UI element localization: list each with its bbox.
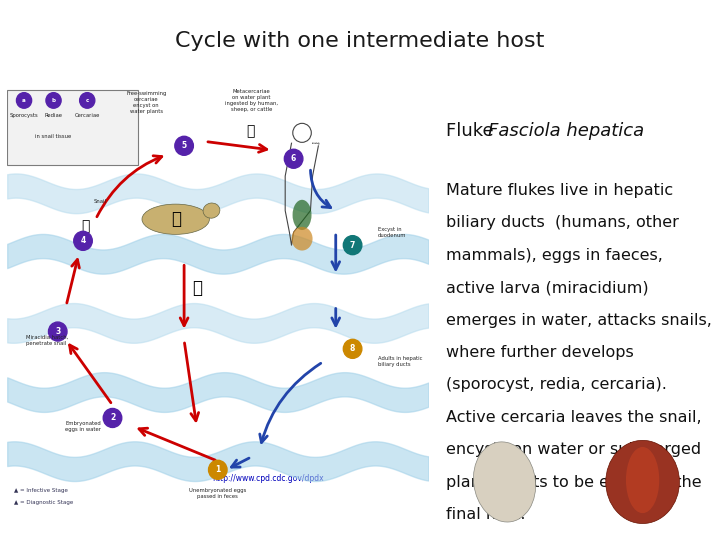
Text: (sporocyst, redia, cercaria).: (sporocyst, redia, cercaria). — [446, 377, 667, 393]
Circle shape — [103, 408, 122, 428]
Text: Embryonated
eggs in water: Embryonated eggs in water — [65, 421, 101, 432]
Circle shape — [46, 93, 61, 108]
Text: ▲ = Diagnostic Stage: ▲ = Diagnostic Stage — [14, 500, 73, 505]
Circle shape — [209, 460, 227, 480]
Text: 🐑: 🐑 — [192, 279, 202, 298]
Text: Miracidia hatch,
penetrate snail: Miracidia hatch, penetrate snail — [26, 335, 68, 346]
Text: Rediae: Rediae — [45, 113, 63, 118]
Circle shape — [73, 231, 92, 251]
Text: Cycle with one intermediate host: Cycle with one intermediate host — [175, 31, 545, 51]
Text: b: b — [52, 98, 55, 103]
Text: 2: 2 — [110, 414, 115, 422]
Text: a: a — [22, 98, 26, 103]
Text: Snail: Snail — [94, 199, 107, 205]
Circle shape — [284, 149, 303, 168]
Text: Unembryonated eggs
passed in feces: Unembryonated eggs passed in feces — [189, 488, 246, 499]
Text: Fasciola hepatica: Fasciola hepatica — [488, 122, 644, 140]
Text: where further develops: where further develops — [446, 345, 634, 360]
Text: 🐄: 🐄 — [171, 210, 181, 228]
Text: Cercariae: Cercariae — [75, 113, 100, 118]
Text: Free-swimming
cercariae
encyst on
water plants: Free-swimming cercariae encyst on water … — [126, 91, 166, 114]
Text: CDC: CDC — [323, 110, 379, 133]
Text: 3: 3 — [55, 327, 60, 336]
Circle shape — [175, 136, 194, 156]
Text: Fluke: Fluke — [446, 122, 500, 140]
Text: plants, waits to be eaten by the: plants, waits to be eaten by the — [446, 475, 702, 490]
Circle shape — [80, 93, 95, 108]
Text: emerges in water, attacks snails,: emerges in water, attacks snails, — [446, 313, 712, 328]
Text: mammals), eggs in faeces,: mammals), eggs in faeces, — [446, 248, 663, 263]
Ellipse shape — [626, 447, 660, 513]
Circle shape — [343, 235, 362, 255]
Ellipse shape — [203, 203, 220, 218]
Text: Metacercariae
on water plant
ingested by human,
sheep, or cattle: Metacercariae on water plant ingested by… — [225, 89, 278, 112]
Text: 6: 6 — [291, 154, 296, 163]
Text: http://www.cpd.cdc.gov/dpdx: http://www.cpd.cdc.gov/dpdx — [212, 475, 324, 483]
Ellipse shape — [474, 442, 536, 522]
Text: 🌿: 🌿 — [246, 124, 254, 138]
Ellipse shape — [606, 441, 680, 524]
Text: SAFER·HEALTHIER·PEOPLE™: SAFER·HEALTHIER·PEOPLE™ — [312, 141, 390, 147]
Text: final host.: final host. — [446, 507, 526, 522]
Text: Adults in hepatic
biliary ducts: Adults in hepatic biliary ducts — [378, 356, 423, 367]
FancyBboxPatch shape — [7, 90, 138, 165]
Text: ▲ = Infective Stage: ▲ = Infective Stage — [14, 488, 68, 493]
Text: 8: 8 — [350, 345, 355, 353]
Ellipse shape — [292, 200, 312, 230]
Circle shape — [17, 93, 32, 108]
Text: Mature flukes live in hepatic: Mature flukes live in hepatic — [446, 183, 673, 198]
Text: Excyst in
duodenum: Excyst in duodenum — [378, 227, 406, 238]
Text: Active cercaria leaves the snail,: Active cercaria leaves the snail, — [446, 410, 702, 425]
Text: active larva (miracidium): active larva (miracidium) — [446, 280, 649, 295]
Text: 7: 7 — [350, 241, 355, 249]
Ellipse shape — [142, 204, 210, 234]
Text: 5: 5 — [181, 141, 186, 150]
Text: Sporocysts: Sporocysts — [9, 113, 38, 118]
Text: 1: 1 — [215, 465, 220, 474]
Text: in snail tissue: in snail tissue — [35, 134, 72, 139]
Circle shape — [48, 322, 67, 341]
Text: 4: 4 — [81, 237, 86, 245]
Text: encysts on water or submerged: encysts on water or submerged — [446, 442, 701, 457]
Text: 🐚: 🐚 — [81, 219, 89, 233]
Ellipse shape — [292, 227, 312, 251]
Text: c: c — [86, 98, 89, 103]
Circle shape — [343, 339, 362, 359]
Text: biliary ducts  (humans, other: biliary ducts (humans, other — [446, 215, 679, 231]
